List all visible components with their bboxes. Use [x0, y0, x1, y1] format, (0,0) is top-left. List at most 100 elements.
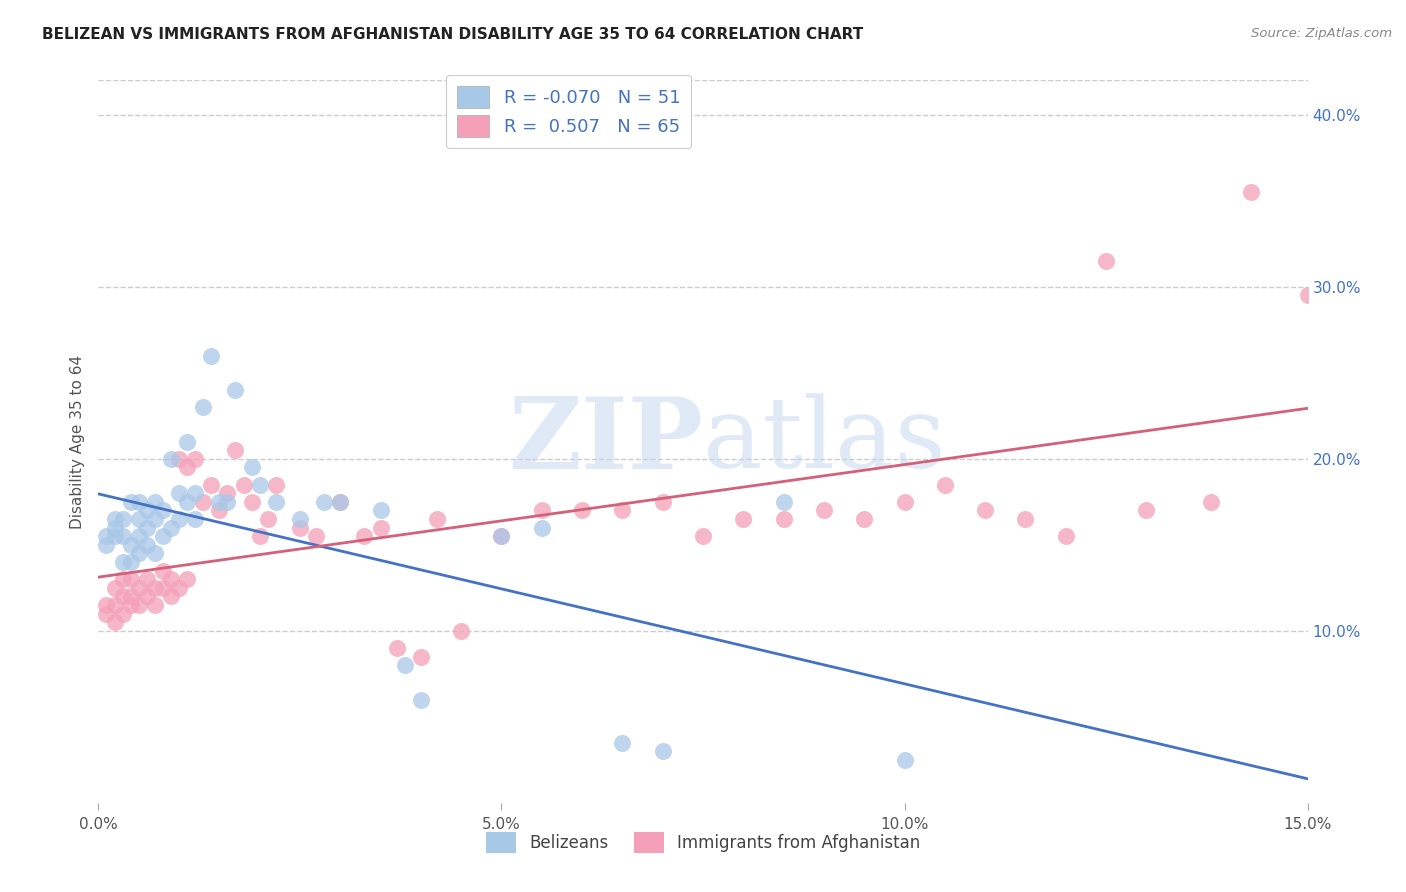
- Point: [111, 555, 134, 569]
- Point: [426, 512, 449, 526]
- Point: [370, 520, 392, 534]
- Point: [143, 546, 166, 560]
- Point: [103, 581, 125, 595]
- Point: [1095, 253, 1118, 268]
- Point: [450, 624, 472, 638]
- Point: [96, 529, 118, 543]
- Point: [530, 503, 553, 517]
- Point: [1135, 503, 1157, 517]
- Point: [135, 572, 157, 586]
- Point: [571, 503, 593, 517]
- Point: [1199, 494, 1222, 508]
- Point: [409, 692, 432, 706]
- Point: [176, 572, 198, 586]
- Point: [329, 494, 352, 508]
- Point: [314, 494, 336, 508]
- Point: [612, 735, 634, 749]
- Point: [160, 590, 183, 604]
- Point: [167, 451, 190, 466]
- Point: [160, 572, 183, 586]
- Point: [167, 512, 190, 526]
- Point: [96, 538, 118, 552]
- Point: [651, 494, 673, 508]
- Point: [1014, 512, 1036, 526]
- Point: [224, 443, 246, 458]
- Point: [200, 349, 222, 363]
- Point: [143, 494, 166, 508]
- Point: [217, 486, 239, 500]
- Point: [974, 503, 997, 517]
- Point: [1240, 185, 1263, 199]
- Text: atlas: atlas: [703, 393, 946, 490]
- Point: [530, 520, 553, 534]
- Point: [103, 598, 125, 612]
- Point: [167, 486, 190, 500]
- Point: [152, 581, 174, 595]
- Point: [184, 451, 207, 466]
- Point: [813, 503, 835, 517]
- Y-axis label: Disability Age 35 to 64: Disability Age 35 to 64: [69, 354, 84, 529]
- Point: [160, 451, 183, 466]
- Point: [111, 590, 134, 604]
- Point: [394, 658, 416, 673]
- Point: [240, 460, 263, 475]
- Point: [853, 512, 876, 526]
- Point: [208, 494, 231, 508]
- Point: [934, 477, 956, 491]
- Point: [329, 494, 352, 508]
- Point: [193, 400, 215, 414]
- Point: [491, 529, 513, 543]
- Point: [128, 598, 150, 612]
- Point: [135, 520, 157, 534]
- Point: [143, 512, 166, 526]
- Point: [128, 546, 150, 560]
- Point: [240, 494, 263, 508]
- Point: [120, 598, 142, 612]
- Point: [232, 477, 254, 491]
- Point: [128, 581, 150, 595]
- Point: [1296, 288, 1319, 302]
- Point: [193, 494, 215, 508]
- Point: [135, 590, 157, 604]
- Legend: Belizeans, Immigrants from Afghanistan: Belizeans, Immigrants from Afghanistan: [479, 826, 927, 860]
- Point: [111, 512, 134, 526]
- Point: [1054, 529, 1077, 543]
- Point: [120, 494, 142, 508]
- Point: [111, 529, 134, 543]
- Point: [893, 494, 915, 508]
- Point: [184, 512, 207, 526]
- Point: [120, 555, 142, 569]
- Point: [120, 538, 142, 552]
- Point: [249, 477, 271, 491]
- Point: [385, 640, 408, 655]
- Point: [256, 512, 278, 526]
- Point: [143, 581, 166, 595]
- Point: [200, 477, 222, 491]
- Point: [152, 564, 174, 578]
- Point: [128, 494, 150, 508]
- Point: [305, 529, 328, 543]
- Point: [772, 494, 794, 508]
- Point: [176, 494, 198, 508]
- Point: [733, 512, 755, 526]
- Point: [692, 529, 714, 543]
- Point: [160, 520, 183, 534]
- Point: [128, 512, 150, 526]
- Point: [893, 753, 915, 767]
- Point: [217, 494, 239, 508]
- Point: [208, 503, 231, 517]
- Point: [409, 649, 432, 664]
- Point: [111, 607, 134, 621]
- Point: [96, 607, 118, 621]
- Point: [370, 503, 392, 517]
- Point: [353, 529, 375, 543]
- Point: [491, 529, 513, 543]
- Point: [264, 477, 287, 491]
- Point: [176, 434, 198, 449]
- Point: [103, 615, 125, 630]
- Point: [103, 512, 125, 526]
- Point: [152, 529, 174, 543]
- Point: [120, 590, 142, 604]
- Point: [120, 572, 142, 586]
- Point: [288, 512, 311, 526]
